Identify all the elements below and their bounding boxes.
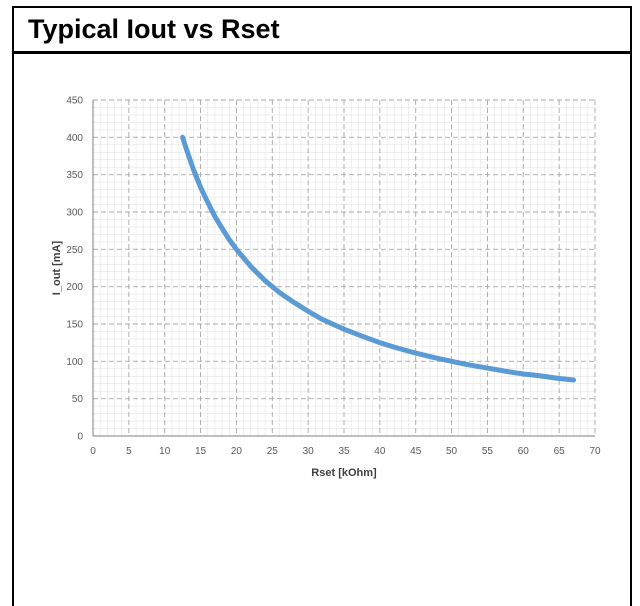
y-tick-label: 400 — [66, 133, 83, 144]
x-tick-label: 20 — [231, 446, 243, 457]
chart-panel: 0 5 10 15 20 25 30 35 40 45 50 55 60 65 70 0 50 100 150 200… — [40, 84, 620, 494]
x-tick-label: 60 — [518, 446, 530, 457]
y-tick-label: 200 — [66, 282, 83, 293]
page-title: Typical Iout vs Rset — [28, 14, 280, 44]
figure-frame: Typical Iout vs Rset — [12, 6, 632, 606]
x-tick-label: 40 — [374, 446, 386, 457]
title-bar: Typical Iout vs Rset — [14, 8, 630, 54]
y-tick-label: 150 — [66, 320, 83, 331]
y-tick-label: 300 — [66, 208, 83, 219]
iout-vs-rset-chart: 0 5 10 15 20 25 30 35 40 45 50 55 60 65 70 0 50 100 150 200… — [51, 96, 601, 480]
y-tick-label: 350 — [66, 170, 83, 181]
y-tick-label: 250 — [66, 245, 83, 256]
x-tick-label: 55 — [482, 446, 494, 457]
x-tick-label: 50 — [446, 446, 458, 457]
series-line — [180, 134, 576, 383]
y-tick-label: 50 — [72, 394, 84, 405]
x-tick-label: 35 — [338, 446, 350, 457]
x-tick-label: 0 — [90, 446, 96, 457]
x-tick-label: 25 — [267, 446, 279, 457]
y-axis-title: I_out [mA] — [51, 240, 63, 295]
y-tick-label: 0 — [77, 432, 83, 443]
x-tick-label: 45 — [410, 446, 422, 457]
x-tick-label: 5 — [126, 446, 132, 457]
x-tick-label: 70 — [589, 446, 601, 457]
x-tick-label: 30 — [303, 446, 315, 457]
x-tick-label: 65 — [554, 446, 566, 457]
y-tick-label: 100 — [66, 357, 83, 368]
x-tick-label: 10 — [159, 446, 171, 457]
x-axis-title: Rset [kOhm] — [311, 467, 377, 479]
y-tick-label: 450 — [66, 96, 83, 107]
x-tick-label: 15 — [195, 446, 207, 457]
